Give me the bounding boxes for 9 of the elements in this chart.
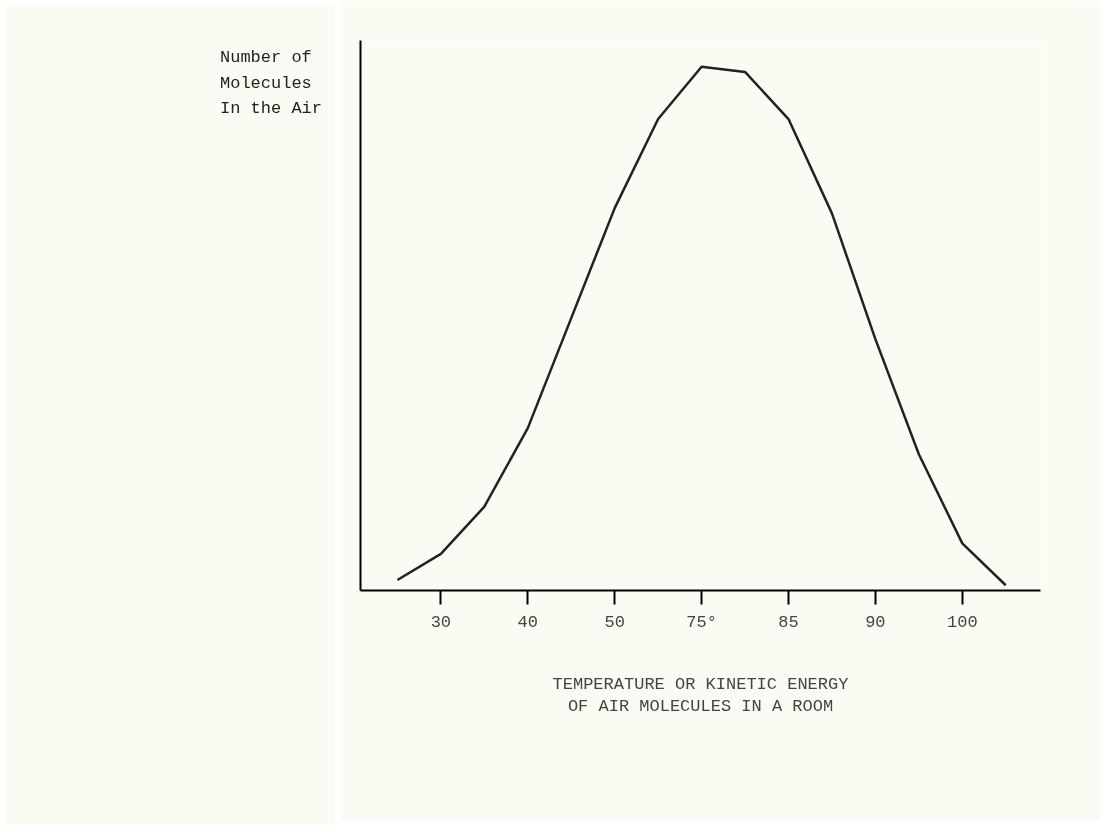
x-tick-label: 90 (865, 612, 886, 632)
x-axis-title: TEMPERATURE OR KINETIC ENERGY OF AIR MOLECULES IN A ROOM (552, 674, 849, 717)
x-tick-label: 50 (604, 612, 625, 632)
x-tick-label: 30 (430, 612, 452, 632)
x-tick-label: 100 (946, 612, 978, 632)
y-axis-title: Number of Molecules In the Air (220, 47, 323, 120)
x-tick-label: 40 (517, 612, 538, 632)
x-tick-label: 75° (686, 612, 717, 632)
x-tick-label: 85 (778, 612, 799, 632)
